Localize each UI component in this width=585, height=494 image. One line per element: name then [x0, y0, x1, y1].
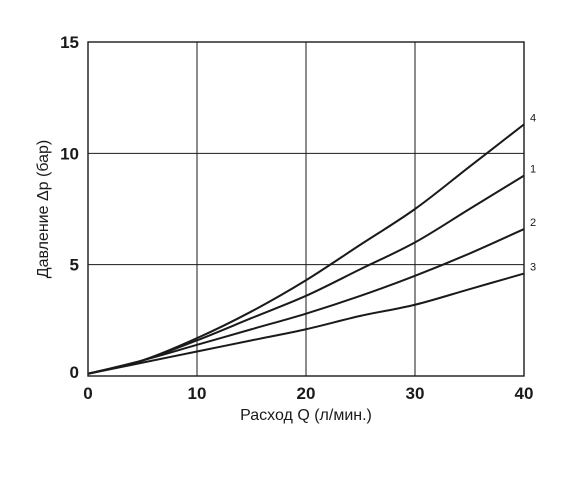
curve-labels: 4 1 2 3: [530, 112, 536, 273]
series-line-2: [87, 228, 525, 375]
x-axis-ticks: 0 10 20 30 40: [83, 384, 533, 403]
y-tick-label: 0: [70, 363, 79, 382]
plot-frame: [87, 41, 525, 377]
x-tick-label: 10: [188, 384, 207, 403]
curves: [87, 123, 525, 375]
y-tick-label: 5: [70, 256, 79, 275]
x-tick-label: 30: [406, 384, 425, 403]
series-label-1: 1: [530, 164, 536, 176]
y-tick-label: 15: [60, 33, 79, 52]
x-tick-label: 0: [83, 384, 92, 403]
series-label-4: 4: [530, 112, 536, 124]
x-tick-label: 20: [297, 384, 316, 403]
y-axis-ticks: 0 5 10 15: [60, 33, 79, 382]
series-label-3: 3: [530, 262, 536, 274]
y-tick-label: 10: [60, 144, 79, 163]
x-axis-title: Расход Q (л/мин.): [240, 407, 372, 424]
series-label-2: 2: [530, 217, 536, 229]
x-tick-label: 40: [515, 384, 534, 403]
series-line-3: [87, 272, 525, 375]
grid: [88, 42, 524, 376]
y-axis-title: Давление Δp (бар): [35, 140, 52, 279]
